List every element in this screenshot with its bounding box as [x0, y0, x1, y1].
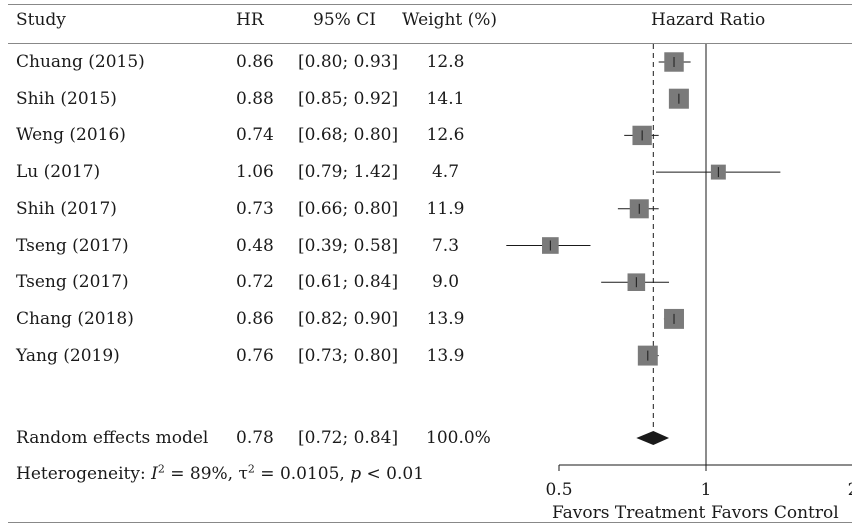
study-ci: [0.61; 0.84] — [298, 272, 399, 293]
summary-ci: [0.72; 0.84] — [298, 428, 399, 448]
study-ci: [0.39; 0.58] — [298, 235, 399, 256]
heterogeneity-tau2: = 0.0105, — [254, 464, 351, 484]
study-name: Shih (2017) — [16, 198, 117, 219]
favors-control-label: Favors Control — [711, 503, 839, 523]
study-hr: 1.06 — [236, 162, 274, 183]
study-ci: [0.80; 0.93] — [298, 52, 399, 72]
study-ci: [0.68; 0.80] — [298, 125, 399, 146]
study-name: Lu (2017) — [16, 162, 101, 183]
x-tick-label: 1 — [701, 480, 712, 500]
header-hr: HR — [236, 10, 264, 30]
header-rule — [8, 43, 852, 44]
heterogeneity-i2: = 89%, — [164, 464, 239, 484]
header-study: Study — [16, 10, 66, 30]
heterogeneity-label: Heterogeneity: — [16, 464, 152, 484]
summary-study: Random effects model — [16, 428, 209, 448]
heterogeneity-text: Heterogeneity: I2 = 89%, τ2 = 0.0105, p … — [16, 462, 425, 484]
heterogeneity-p: < 0.01 — [361, 464, 425, 484]
study-name: Tseng (2017) — [16, 272, 129, 293]
study-name: Yang (2019) — [16, 345, 120, 366]
study-weight: 11.9 — [426, 198, 465, 219]
favors-treatment-label: Favors Treatment — [552, 503, 705, 523]
study-weight: 9.0 — [431, 272, 460, 293]
study-ci: [0.85; 0.92] — [298, 88, 399, 109]
study-name: Weng (2016) — [16, 125, 126, 146]
study-hr: 0.73 — [236, 198, 274, 219]
study-hr: 0.48 — [236, 235, 274, 256]
study-hr: 0.86 — [236, 308, 274, 329]
header-ci: 95% CI — [313, 10, 376, 30]
study-ci: [0.82; 0.90] — [298, 308, 399, 329]
study-weight: 14.1 — [426, 88, 465, 109]
study-name: Chang (2018) — [16, 308, 134, 329]
x-tick-label: 2 — [848, 480, 852, 500]
study-weight: 12.6 — [426, 125, 465, 146]
study-weight: 7.3 — [431, 235, 460, 256]
study-weight: 4.7 — [431, 162, 460, 183]
pooled-diamond — [636, 431, 670, 445]
summary-weight: 100.0% — [426, 428, 491, 448]
bottom-rule — [8, 522, 852, 523]
study-hr: 0.76 — [236, 345, 274, 366]
study-hr: 0.74 — [236, 125, 274, 146]
top-rule — [8, 4, 852, 5]
study-hr: 0.86 — [236, 52, 274, 72]
study-name: Tseng (2017) — [16, 235, 129, 256]
study-ci: [0.79; 1.42] — [298, 162, 399, 183]
study-weight: 12.8 — [426, 52, 465, 72]
summary-hr: 0.78 — [236, 428, 274, 448]
study-hr: 0.72 — [236, 272, 274, 293]
study-ci: [0.66; 0.80] — [298, 198, 399, 219]
study-weight: 13.9 — [426, 345, 465, 366]
x-tick-label: 0.5 — [545, 480, 572, 500]
study-name: Chuang (2015) — [16, 52, 145, 72]
study-weight: 13.9 — [426, 308, 465, 329]
study-hr: 0.88 — [236, 88, 274, 109]
header-weight: Weight (%) — [402, 10, 498, 30]
header-hazard-ratio: Hazard Ratio — [651, 10, 766, 30]
study-name: Shih (2015) — [16, 88, 117, 109]
study-ci: [0.73; 0.80] — [298, 345, 399, 366]
